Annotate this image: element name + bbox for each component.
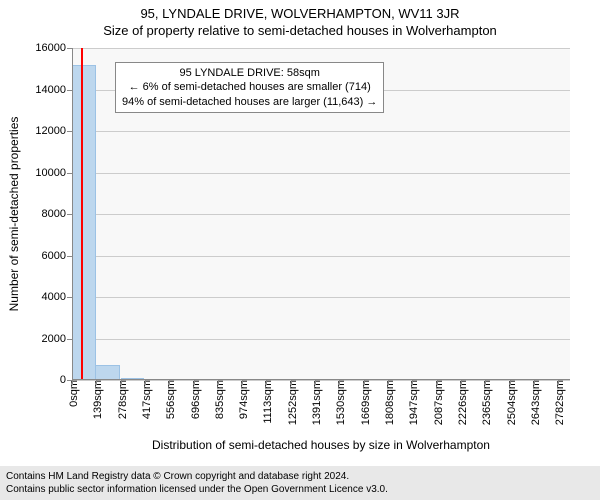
x-tick-label: 417sqm xyxy=(137,380,153,419)
footer-line1: Contains HM Land Registry data © Crown c… xyxy=(6,470,594,483)
x-tick-mark xyxy=(218,380,219,385)
annotation-box: 95 LYNDALE DRIVE: 58sqm ← 6% of semi-det… xyxy=(115,62,384,113)
x-tick-mark xyxy=(291,380,292,385)
x-tick-mark xyxy=(558,380,559,385)
x-tick-label: 2643sqm xyxy=(526,380,542,425)
x-tick-label: 1391sqm xyxy=(307,380,323,425)
x-tick-mark xyxy=(412,380,413,385)
histogram-bar xyxy=(72,65,96,380)
gridline xyxy=(72,48,570,49)
x-tick-label: 556sqm xyxy=(161,380,177,419)
x-tick-label: 1947sqm xyxy=(404,380,420,425)
x-tick-label: 1113sqm xyxy=(258,380,274,424)
x-tick-mark xyxy=(145,380,146,385)
chart-container: 95, LYNDALE DRIVE, WOLVERHAMPTON, WV11 3… xyxy=(0,0,600,500)
annotation-line1: 95 LYNDALE DRIVE: 58sqm xyxy=(122,66,377,80)
x-tick-mark xyxy=(534,380,535,385)
x-tick-label: 139sqm xyxy=(88,380,104,419)
x-tick-mark xyxy=(266,380,267,385)
footer: Contains HM Land Registry data © Crown c… xyxy=(0,466,600,500)
x-axis-line xyxy=(72,379,570,380)
x-tick-label: 2504sqm xyxy=(502,380,518,425)
gridline xyxy=(72,131,570,132)
x-tick-mark xyxy=(242,380,243,385)
x-tick-mark xyxy=(510,380,511,385)
x-tick-mark xyxy=(339,380,340,385)
x-tick-label: 1252sqm xyxy=(283,380,299,425)
x-tick-mark xyxy=(461,380,462,385)
chart-title-sub: Size of property relative to semi-detach… xyxy=(0,21,600,38)
x-tick-label: 696sqm xyxy=(186,380,202,419)
gridline xyxy=(72,339,570,340)
chart-title-main: 95, LYNDALE DRIVE, WOLVERHAMPTON, WV11 3… xyxy=(0,0,600,21)
gridline xyxy=(72,256,570,257)
x-tick-mark xyxy=(364,380,365,385)
x-tick-label: 1669sqm xyxy=(356,380,372,425)
gridline xyxy=(72,297,570,298)
x-tick-mark xyxy=(194,380,195,385)
x-tick-mark xyxy=(121,380,122,385)
x-tick-label: 2087sqm xyxy=(429,380,445,425)
y-axis-title: Number of semi-detached properties xyxy=(7,117,21,312)
x-tick-label: 2365sqm xyxy=(477,380,493,425)
annotation-line2: ← 6% of semi-detached houses are smaller… xyxy=(122,80,377,94)
x-tick-label: 278sqm xyxy=(113,380,129,419)
gridline xyxy=(72,214,570,215)
x-tick-label: 974sqm xyxy=(234,380,250,419)
x-tick-label: 1808sqm xyxy=(380,380,396,425)
footer-line2: Contains public sector information licen… xyxy=(6,483,594,496)
x-tick-label: 2226sqm xyxy=(453,380,469,425)
x-tick-mark xyxy=(315,380,316,385)
x-tick-label: 2782sqm xyxy=(550,380,566,425)
gridline xyxy=(72,173,570,174)
x-tick-mark xyxy=(485,380,486,385)
y-axis-line xyxy=(72,48,73,380)
x-tick-mark xyxy=(437,380,438,385)
x-tick-label: 1530sqm xyxy=(331,380,347,425)
x-axis-title: Distribution of semi-detached houses by … xyxy=(72,438,570,452)
x-tick-label: 835sqm xyxy=(210,380,226,419)
x-tick-mark xyxy=(72,380,73,385)
histogram-bar xyxy=(96,365,120,380)
x-tick-mark xyxy=(388,380,389,385)
marker-line xyxy=(81,48,83,380)
x-tick-mark xyxy=(169,380,170,385)
annotation-line3: 94% of semi-detached houses are larger (… xyxy=(122,95,377,109)
x-tick-mark xyxy=(96,380,97,385)
